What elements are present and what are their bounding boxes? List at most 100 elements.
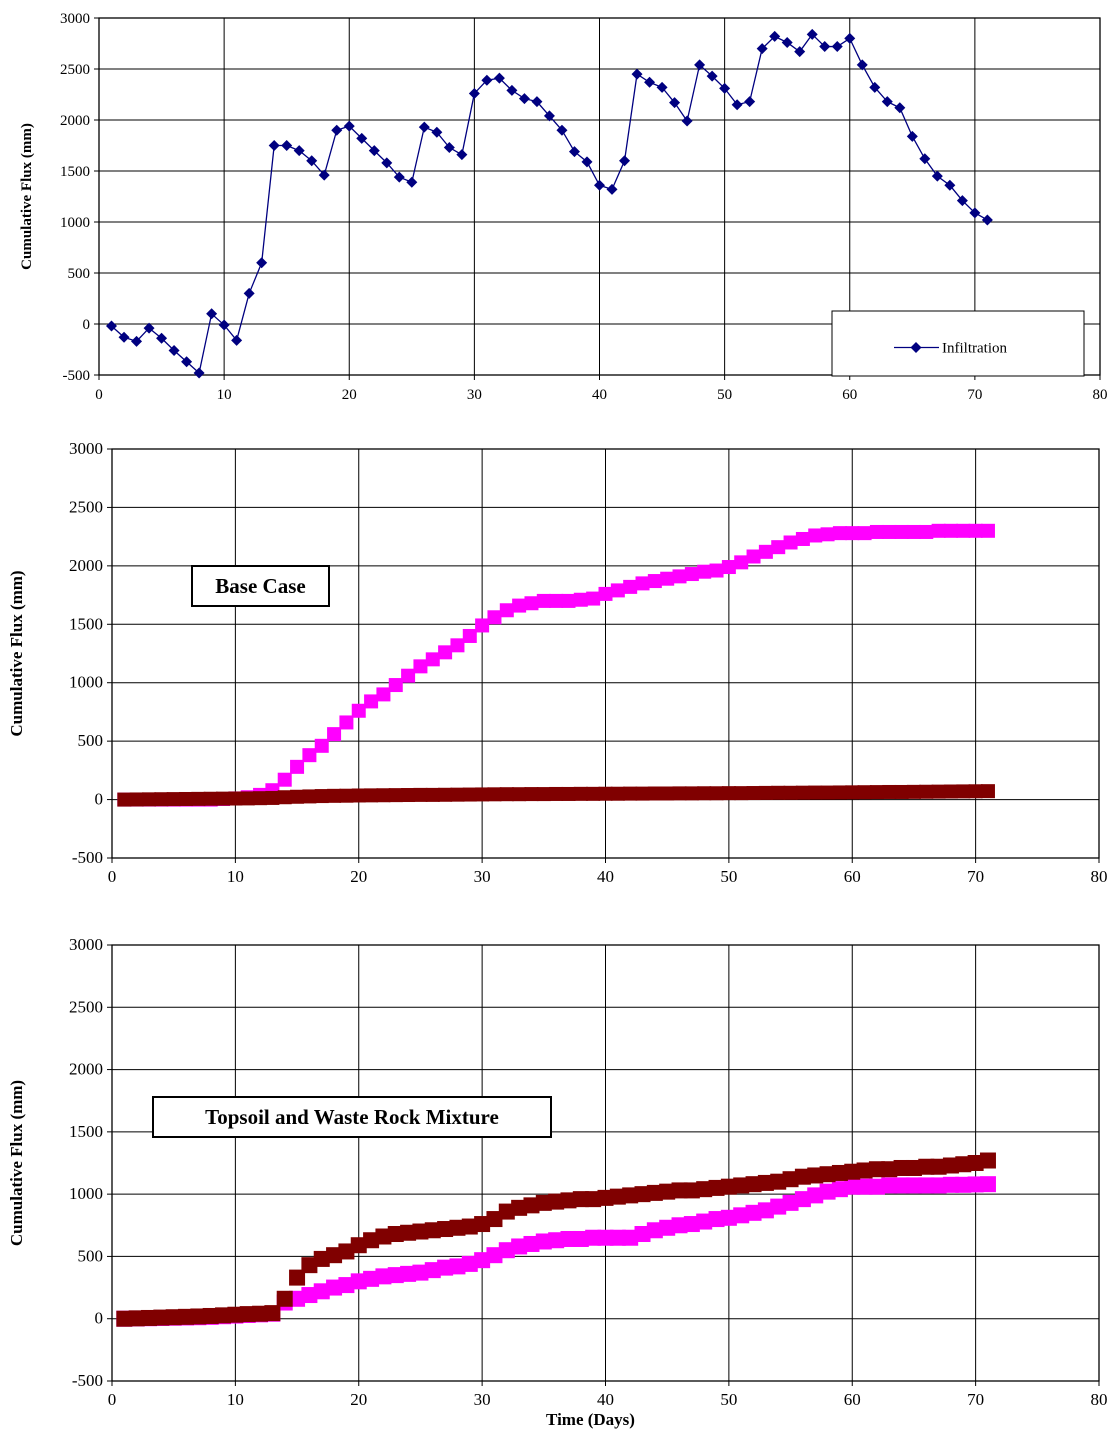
data-point bbox=[302, 748, 317, 763]
data-point bbox=[794, 1168, 811, 1185]
annotation-box bbox=[191, 565, 330, 607]
data-point bbox=[561, 786, 576, 801]
data-point bbox=[672, 569, 687, 584]
data-point bbox=[376, 788, 391, 803]
data-point bbox=[708, 1179, 725, 1196]
data-point bbox=[425, 652, 440, 667]
data-point bbox=[968, 784, 983, 799]
data-point bbox=[709, 563, 724, 578]
data-point bbox=[783, 535, 798, 550]
data-point bbox=[634, 1226, 651, 1243]
data-point bbox=[381, 157, 393, 169]
data-point bbox=[363, 1232, 380, 1249]
data-point bbox=[556, 124, 568, 136]
data-point bbox=[106, 320, 118, 332]
data-point bbox=[656, 81, 668, 93]
x-tick-label: 60 bbox=[842, 387, 857, 403]
data-point bbox=[474, 1252, 491, 1269]
data-point bbox=[153, 1309, 170, 1326]
data-point bbox=[770, 1198, 787, 1215]
data-point bbox=[203, 791, 218, 806]
data-point bbox=[770, 1173, 787, 1190]
data-point bbox=[387, 1267, 404, 1284]
data-point bbox=[375, 1228, 392, 1245]
data-point bbox=[215, 1307, 232, 1324]
data-point bbox=[401, 668, 416, 683]
data-point bbox=[598, 786, 613, 801]
data-point bbox=[856, 59, 868, 71]
x-tick-label: 10 bbox=[217, 387, 232, 403]
data-point bbox=[487, 610, 502, 625]
data-point bbox=[955, 1176, 972, 1193]
data-point bbox=[498, 1203, 515, 1220]
data-point bbox=[609, 1229, 626, 1246]
data-point bbox=[531, 96, 543, 108]
data-point bbox=[734, 555, 749, 570]
data-point bbox=[856, 1178, 873, 1195]
x-tick-label: 20 bbox=[350, 1390, 367, 1409]
data-point bbox=[499, 787, 514, 802]
x-tick-label: 80 bbox=[1093, 387, 1108, 403]
series-2 bbox=[117, 784, 995, 807]
data-point bbox=[190, 1308, 207, 1325]
data-point bbox=[782, 1171, 799, 1188]
data-point bbox=[622, 1229, 639, 1246]
y-tick-label: 2000 bbox=[69, 1060, 103, 1079]
data-point bbox=[313, 1283, 330, 1300]
data-point bbox=[721, 786, 736, 801]
x-tick-label: 70 bbox=[967, 867, 984, 886]
data-point bbox=[808, 528, 823, 543]
data-point bbox=[968, 523, 983, 538]
data-point bbox=[573, 786, 588, 801]
data-point bbox=[116, 1310, 133, 1327]
x-tick-label: 80 bbox=[1091, 867, 1108, 886]
data-point bbox=[281, 140, 293, 151]
data-point bbox=[468, 87, 480, 99]
data-point bbox=[782, 1194, 799, 1211]
data-point bbox=[418, 121, 430, 133]
data-point bbox=[536, 787, 551, 802]
data-point bbox=[944, 179, 956, 191]
data-point bbox=[450, 638, 465, 653]
data-point bbox=[351, 703, 366, 718]
data-point bbox=[338, 1243, 355, 1260]
data-point bbox=[549, 786, 564, 801]
data-point bbox=[967, 1155, 984, 1171]
data-point bbox=[412, 1264, 429, 1281]
y-axis-label: Cumulative Flux (mm) bbox=[7, 1080, 26, 1246]
data-point bbox=[424, 1222, 441, 1239]
data-point bbox=[956, 195, 968, 207]
data-point bbox=[609, 1188, 626, 1205]
data-point bbox=[327, 788, 342, 803]
data-point bbox=[462, 628, 477, 643]
data-point bbox=[794, 46, 806, 58]
data-point bbox=[845, 526, 860, 541]
data-point bbox=[535, 1233, 552, 1250]
data-point bbox=[475, 618, 490, 633]
data-point bbox=[524, 787, 539, 802]
data-point bbox=[216, 791, 231, 806]
data-point bbox=[733, 1177, 750, 1194]
data-point bbox=[351, 788, 366, 803]
data-point bbox=[581, 156, 593, 168]
data-point bbox=[568, 146, 580, 158]
data-point bbox=[733, 1207, 750, 1224]
data-point bbox=[694, 59, 706, 71]
y-tick-label: 2000 bbox=[69, 556, 103, 575]
data-point bbox=[721, 560, 736, 575]
data-point bbox=[326, 1247, 343, 1264]
x-tick-label: 10 bbox=[227, 1390, 244, 1409]
data-point bbox=[969, 207, 981, 219]
data-point bbox=[660, 571, 675, 586]
x-tick-label: 40 bbox=[597, 1390, 614, 1409]
data-point bbox=[393, 171, 405, 183]
chart-panel-1: 0 10 20 30 40 50 60 70 80-5000500100015002000250… bbox=[19, 11, 1108, 403]
data-point bbox=[671, 1182, 688, 1199]
y-tick-label: 1500 bbox=[69, 614, 103, 633]
data-point bbox=[635, 576, 650, 591]
data-point bbox=[142, 792, 157, 807]
data-point bbox=[306, 155, 318, 167]
data-point bbox=[881, 96, 893, 108]
y-tick-label: 1500 bbox=[60, 164, 90, 180]
x-tick-label: 40 bbox=[597, 867, 614, 886]
